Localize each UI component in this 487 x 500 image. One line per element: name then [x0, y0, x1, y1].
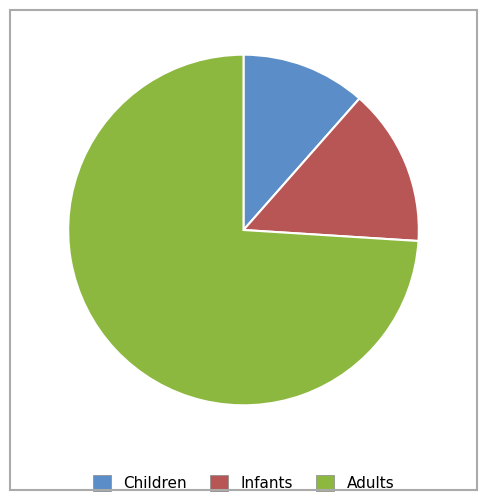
- Legend: Children, Infants, Adults: Children, Infants, Adults: [85, 467, 402, 498]
- Wedge shape: [68, 54, 418, 406]
- Wedge shape: [244, 98, 419, 241]
- Wedge shape: [244, 54, 359, 230]
